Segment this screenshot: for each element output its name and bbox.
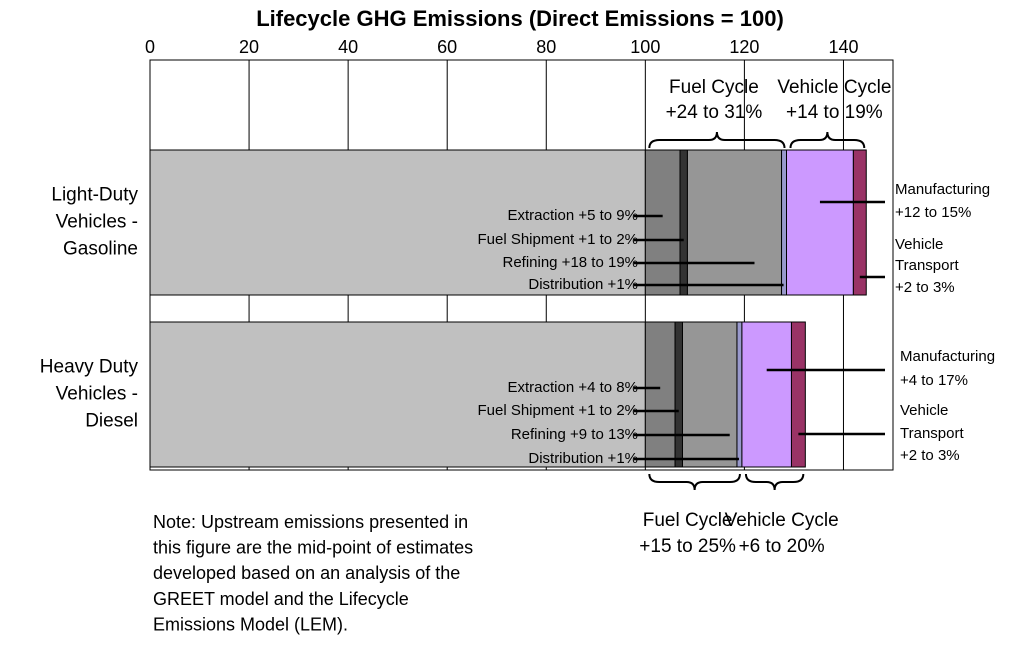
category-label: Gasoline: [63, 239, 138, 260]
bar-segment: [674, 321, 683, 468]
bar-segment: [781, 149, 788, 296]
cycle-label: +14 to 19%: [786, 102, 883, 123]
x-tick-label: 60: [437, 37, 457, 57]
x-tick-label: 40: [338, 37, 358, 57]
bar-segment: [644, 321, 676, 468]
x-tick-label: 80: [536, 37, 556, 57]
bar-segment: [679, 149, 688, 296]
brace: [648, 473, 741, 491]
brace: [789, 131, 866, 149]
category-label: Diesel: [85, 411, 138, 432]
category-label: Vehicles -: [56, 384, 138, 405]
cycle-label: Vehicle Cycle: [777, 77, 891, 98]
cycle-label: +6 to 20%: [739, 536, 825, 557]
category-label: Light-Duty: [51, 185, 138, 206]
segment-label: Distribution +1%: [528, 276, 638, 293]
vehicle-label: +2 to 3%: [900, 447, 960, 464]
segment-label: Distribution +1%: [528, 450, 638, 467]
cycle-label: Fuel Cycle: [669, 77, 759, 98]
vehicle-label: Manufacturing: [900, 348, 995, 365]
segment-label: Fuel Shipment +1 to 2%: [477, 402, 638, 419]
x-tick-label: 20: [239, 37, 259, 57]
vehicle-label: +12 to 15%: [895, 204, 971, 221]
bar-segment: [790, 321, 806, 468]
bar-segment: [644, 149, 681, 296]
vehicle-label: Manufacturing: [895, 181, 990, 198]
segment-label: Extraction +4 to 8%: [508, 379, 639, 396]
chart-title: Lifecycle GHG Emissions (Direct Emission…: [256, 6, 784, 31]
cycle-label: Fuel Cycle: [643, 510, 733, 531]
x-tick-label: 120: [729, 37, 759, 57]
vehicle-label: Vehicle: [900, 402, 948, 419]
bar-segment: [736, 321, 743, 468]
bar-segment: [681, 321, 738, 468]
segment-label: Extraction +5 to 9%: [508, 207, 639, 224]
note: Note: Upstream emissions presented in: [153, 512, 468, 532]
vehicle-label: +4 to 17%: [900, 372, 968, 389]
cycle-label: +15 to 25%: [639, 536, 736, 557]
segment-label: Fuel Shipment +1 to 2%: [477, 231, 638, 248]
note: developed based on an analysis of the: [153, 563, 460, 583]
note: GREET model and the Lifecycle: [153, 589, 409, 609]
bar-segment: [852, 149, 867, 296]
bar-segment: [741, 321, 792, 468]
category-label: Vehicles -: [56, 212, 138, 233]
vehicle-label: Vehicle: [895, 236, 943, 253]
note: this figure are the mid-point of estimat…: [153, 537, 473, 557]
bar-segment: [786, 149, 854, 296]
brace: [648, 131, 786, 149]
category-label: Heavy Duty: [40, 357, 139, 378]
vehicle-label: +2 to 3%: [895, 279, 955, 296]
note: Emissions Model (LEM).: [153, 615, 348, 635]
segment-label: Refining +9 to 13%: [511, 426, 638, 443]
vehicle-label: Transport: [900, 425, 964, 442]
bar-segment: [686, 149, 783, 296]
x-tick-label: 140: [828, 37, 858, 57]
cycle-label: +24 to 31%: [666, 102, 763, 123]
x-tick-label: 100: [630, 37, 660, 57]
cycle-label: Vehicle Cycle: [725, 510, 839, 531]
segment-label: Refining +18 to 19%: [502, 254, 638, 271]
x-tick-label: 0: [145, 37, 155, 57]
bar-segment: [149, 321, 646, 468]
bar-segment: [149, 149, 646, 296]
brace: [744, 473, 805, 491]
vehicle-label: Transport: [895, 257, 959, 274]
